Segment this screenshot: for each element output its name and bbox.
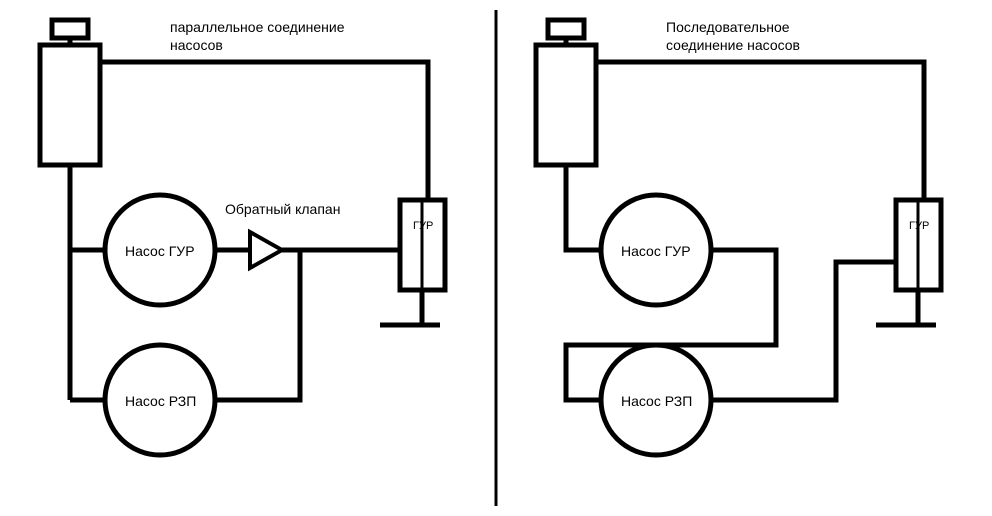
pump1-label: Насос ГУР bbox=[621, 242, 691, 260]
reservoir-cap bbox=[52, 20, 88, 38]
return-line bbox=[596, 62, 924, 200]
valve-label: Обратный клапан bbox=[225, 200, 340, 218]
right-title-2: соединение насосов bbox=[666, 36, 800, 54]
pump2-label: Насос РЗП bbox=[125, 392, 196, 410]
pump2-to-gur bbox=[711, 262, 896, 400]
right-title-1: Последовательное bbox=[666, 18, 790, 36]
left-diagram: параллельное соединение насосов Насос ГУ… bbox=[0, 0, 496, 516]
gur-label: ГУР bbox=[413, 220, 433, 232]
left-title-2: насосов bbox=[170, 36, 223, 54]
reservoir-body bbox=[40, 45, 100, 165]
return-line bbox=[100, 62, 428, 200]
reservoir-body bbox=[536, 45, 596, 165]
pump1-to-pump2 bbox=[566, 250, 776, 400]
reservoir-cap bbox=[548, 20, 584, 38]
left-title-1: параллельное соединение bbox=[170, 18, 345, 36]
pump1-label: Насос ГУР bbox=[125, 242, 195, 260]
feed-line bbox=[566, 165, 601, 250]
pump2-label: Насос РЗП bbox=[621, 392, 692, 410]
right-diagram: Последовательное соединение насосов Насо… bbox=[496, 0, 992, 516]
gur-label: ГУР bbox=[909, 220, 929, 232]
pump2-out bbox=[215, 250, 300, 400]
check-valve bbox=[250, 232, 282, 268]
